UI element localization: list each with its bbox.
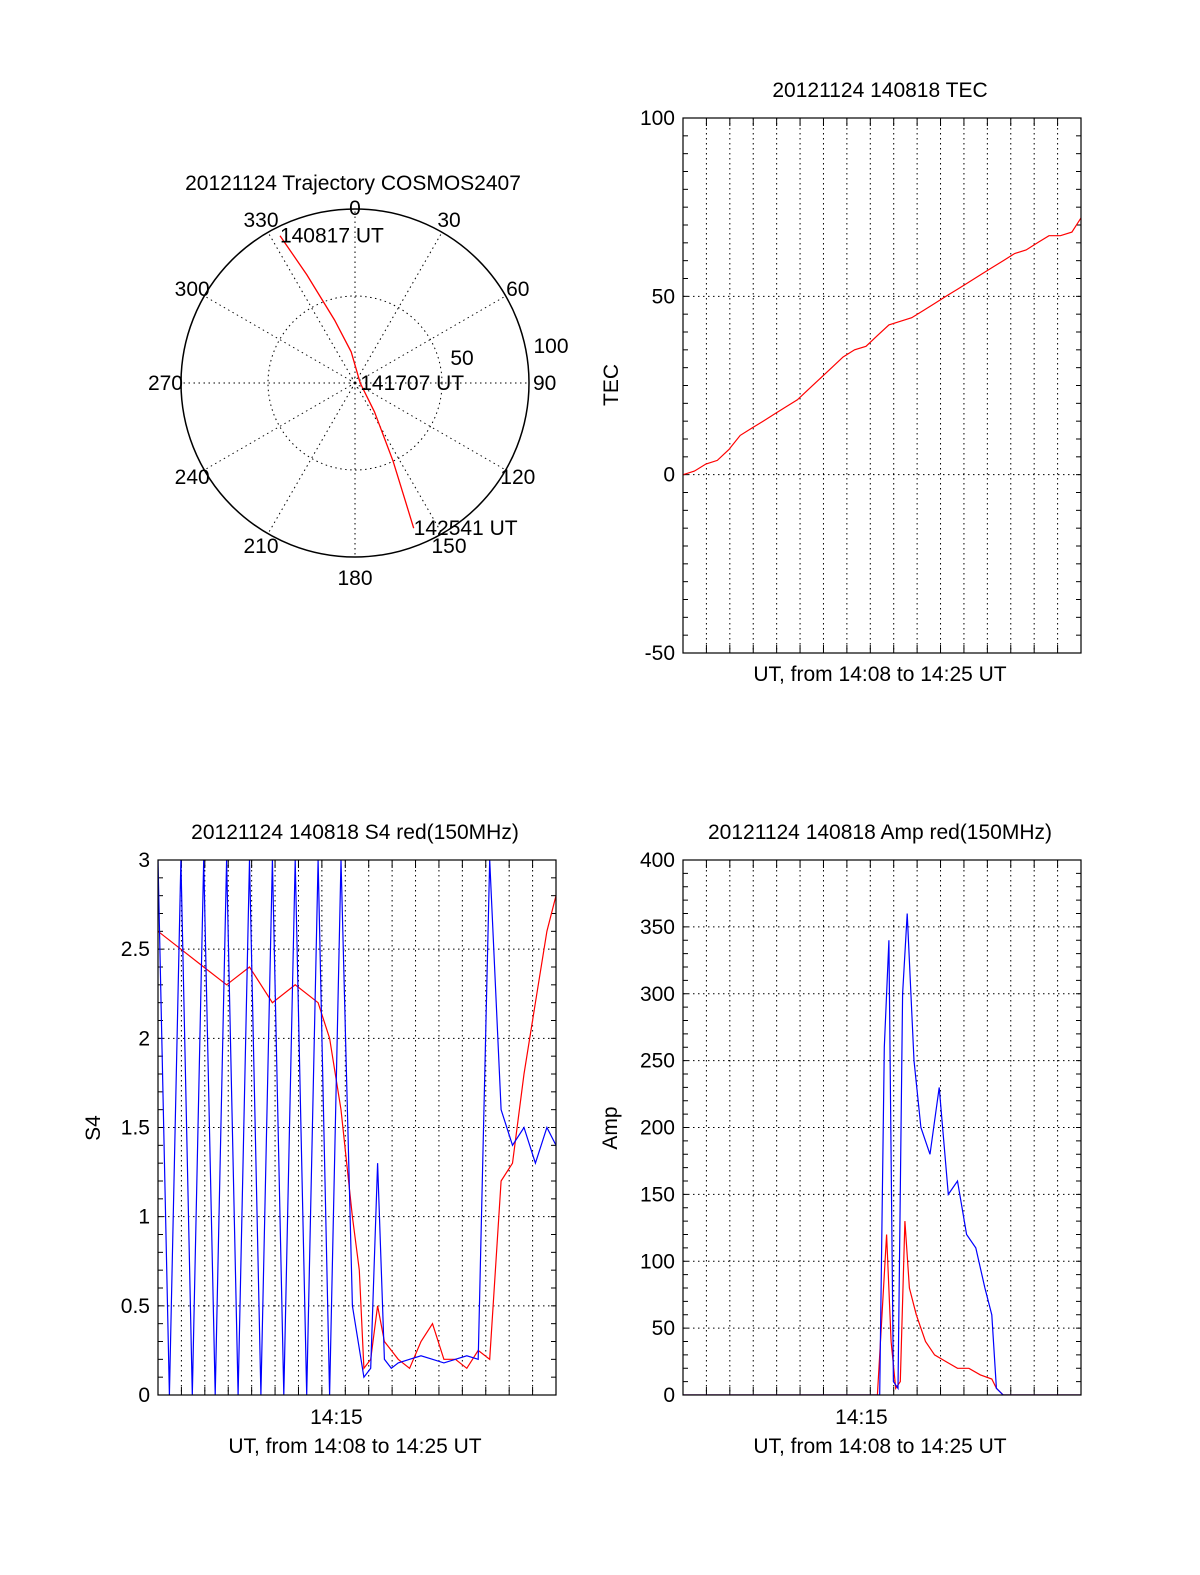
amp-ytick-label: 0 (663, 1384, 675, 1407)
amp-ylabel: Amp (599, 1106, 622, 1149)
polar-angle-label: 330 (243, 209, 278, 232)
amp-ytick-label: 50 (652, 1317, 675, 1340)
s4-ytick-label: 0 (138, 1384, 150, 1407)
s4-ylabel: S4 (82, 1115, 105, 1141)
polar-spoke (204, 295, 356, 384)
s4-series-line-1 (158, 860, 556, 1395)
polar-trajectory-panel: 20121124 Trajectory COSMOS2407 0 30 60 90 12… (148, 172, 569, 590)
polar-angle-label: 300 (175, 278, 210, 301)
amp-xlabel: UT, from 14:08 to 14:25 UT (753, 1435, 1006, 1458)
amp-ytick-label: 150 (640, 1183, 675, 1206)
amp-ytick-label: 300 (640, 983, 675, 1006)
tec-ytick-label: 0 (663, 464, 675, 487)
s4-plot-frame (157, 859, 557, 1396)
amp-series-line-1 (683, 913, 1081, 1395)
polar-angle-label: 60 (506, 278, 529, 301)
amp-title: 20121124 140818 Amp red(150MHz) (708, 821, 1052, 844)
polar-spoke (354, 295, 506, 384)
amp-ytick-label: 250 (640, 1050, 675, 1073)
tec-title: 20121124 140818 TEC (772, 79, 987, 102)
polar-time-annotation: 140817 UT (280, 225, 384, 248)
polar-time-annotation: 141707 UT (360, 372, 464, 395)
amp-ytick-label: 100 (640, 1250, 675, 1273)
s4-series-line-0 (158, 895, 556, 1370)
polar-time-annotation: 142541 UT (414, 517, 518, 540)
tec-series-line-0 (683, 217, 1081, 476)
s4-ytick-label: 2 (138, 1027, 150, 1050)
s4-xtick-label: 14:15 (310, 1406, 363, 1429)
tec-plot-frame (682, 117, 1082, 654)
amp-series-line-0 (683, 1221, 1081, 1395)
s4-ytick-label: 2.5 (121, 938, 150, 961)
s4-panel: 20121124 140818 S4 red(150MHz) UT, from … (82, 821, 557, 1458)
polar-angle-label: 270 (148, 372, 183, 395)
tec-ylabel: TEC (600, 364, 623, 406)
amp-xtick-label: 14:15 (835, 1406, 888, 1429)
polar-angle-label: 30 (437, 209, 460, 232)
polar-angle-label: 210 (243, 535, 278, 558)
polar-angle-label: 240 (175, 466, 210, 489)
polar-spoke (204, 382, 356, 471)
polar-outer-ring (180, 208, 530, 558)
amp-panel: 20121124 140818 Amp red(150MHz) UT, from… (599, 821, 1082, 1458)
amp-ytick-label: 200 (640, 1117, 675, 1140)
polar-angle-label: 0 (349, 197, 361, 220)
polar-angle-label: 120 (500, 466, 535, 489)
tec-ytick-label: 100 (640, 107, 675, 130)
polar-angle-label: 150 (431, 535, 466, 558)
s4-title: 20121124 140818 S4 red(150MHz) (191, 821, 519, 844)
polar-spoke (354, 382, 506, 471)
amp-plot-frame (682, 859, 1082, 1396)
polar-radial-label: 100 (533, 335, 568, 358)
s4-xlabel: UT, from 14:08 to 14:25 UT (228, 1435, 481, 1458)
tec-ytick-label: -50 (645, 642, 675, 665)
polar-angle-label: 180 (337, 567, 372, 590)
s4-ytick-label: 1 (138, 1206, 150, 1229)
amp-ytick-label: 400 (640, 849, 675, 872)
s4-ytick-label: 0.5 (121, 1295, 150, 1318)
polar-angle-label: 90 (533, 372, 556, 395)
polar-trajectory-line (279, 235, 415, 529)
polar-spoke (267, 382, 356, 534)
tec-xlabel: UT, from 14:08 to 14:25 UT (753, 663, 1006, 686)
s4-ytick-label: 1.5 (121, 1117, 150, 1140)
polar-title: 20121124 Trajectory COSMOS2407 (185, 172, 521, 195)
s4-ytick-label: 3 (138, 849, 150, 872)
polar-spoke (267, 232, 356, 384)
tec-panel: 20121124 140818 TEC UT, from 14:08 to 14… (600, 79, 1082, 686)
polar-ring-50 (267, 295, 443, 471)
polar-radial-label: 50 (450, 347, 473, 370)
polar-spoke (354, 232, 443, 384)
amp-ytick-label: 350 (640, 916, 675, 939)
polar-spoke (354, 382, 443, 534)
tec-ytick-label: 50 (652, 285, 675, 308)
